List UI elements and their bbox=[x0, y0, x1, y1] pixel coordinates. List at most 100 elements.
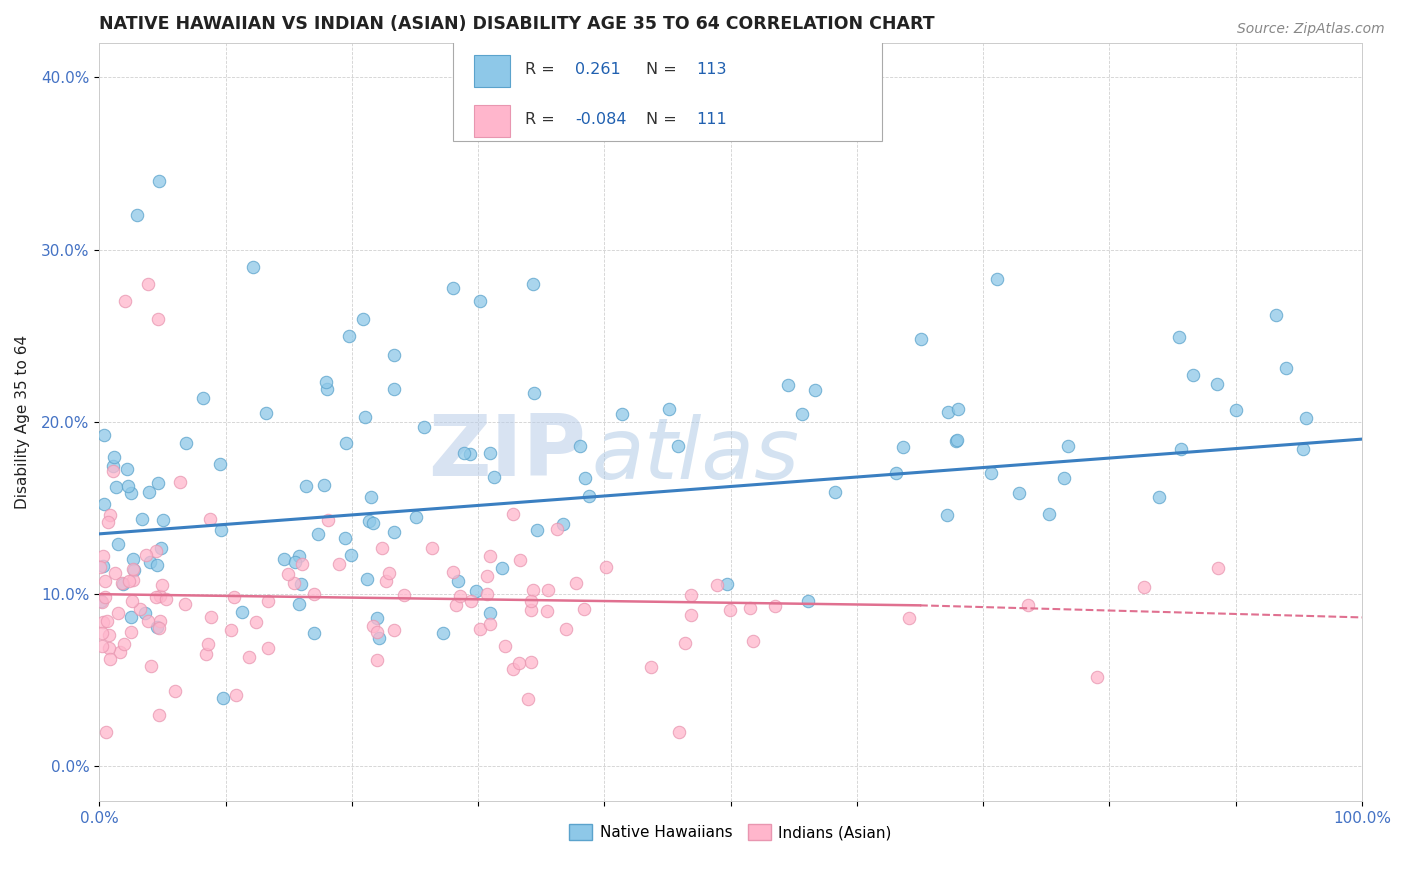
Point bbox=[1295, 410, 1317, 425]
Point bbox=[222, 590, 245, 604]
Point bbox=[291, 557, 314, 571]
Text: R =: R = bbox=[524, 62, 560, 78]
Point bbox=[315, 375, 337, 389]
Point bbox=[219, 623, 242, 637]
Point bbox=[910, 332, 932, 346]
Point bbox=[716, 576, 738, 591]
Point bbox=[94, 591, 117, 605]
Point bbox=[776, 378, 799, 392]
Point bbox=[273, 552, 295, 566]
Text: N =: N = bbox=[647, 62, 682, 78]
Point bbox=[111, 576, 134, 591]
Point bbox=[127, 208, 149, 222]
Point bbox=[1206, 560, 1229, 574]
Point bbox=[792, 407, 814, 421]
Point bbox=[508, 656, 530, 670]
Point bbox=[494, 639, 516, 653]
Point bbox=[673, 636, 696, 650]
Point bbox=[148, 707, 170, 722]
Point bbox=[290, 577, 312, 591]
Point bbox=[105, 480, 128, 494]
Point bbox=[640, 660, 662, 674]
Point bbox=[107, 537, 129, 551]
Point bbox=[413, 420, 436, 434]
Point bbox=[145, 558, 167, 572]
Point bbox=[112, 637, 135, 651]
Point bbox=[891, 440, 914, 454]
Point bbox=[254, 406, 277, 420]
Text: 113: 113 bbox=[696, 62, 727, 78]
Point bbox=[945, 434, 967, 448]
Point bbox=[460, 594, 482, 608]
Point bbox=[374, 574, 396, 589]
Point bbox=[706, 578, 728, 592]
Point bbox=[578, 489, 600, 503]
Point bbox=[444, 598, 467, 612]
Point bbox=[98, 628, 121, 642]
Text: Source: ZipAtlas.com: Source: ZipAtlas.com bbox=[1237, 22, 1385, 37]
Point bbox=[333, 531, 356, 545]
Point bbox=[1265, 309, 1288, 323]
Text: atlas: atlas bbox=[592, 415, 800, 498]
Point bbox=[129, 601, 152, 615]
Point bbox=[441, 565, 464, 579]
Point bbox=[361, 618, 384, 632]
Point bbox=[340, 549, 363, 563]
Point bbox=[612, 407, 634, 421]
Point bbox=[797, 594, 820, 608]
Point bbox=[522, 277, 544, 291]
Point bbox=[546, 522, 568, 536]
Point bbox=[231, 606, 253, 620]
Point bbox=[139, 555, 162, 569]
Point bbox=[681, 607, 703, 622]
Point bbox=[193, 391, 215, 405]
Point bbox=[420, 541, 443, 556]
Point bbox=[1133, 580, 1156, 594]
Point bbox=[209, 523, 232, 537]
Point bbox=[209, 457, 232, 471]
Point bbox=[91, 615, 114, 630]
Point bbox=[666, 439, 689, 453]
Point bbox=[1017, 598, 1039, 612]
Point bbox=[335, 436, 357, 450]
Point bbox=[145, 620, 167, 634]
Point bbox=[90, 594, 112, 608]
Point bbox=[91, 626, 114, 640]
Point bbox=[121, 574, 143, 588]
Text: -0.084: -0.084 bbox=[575, 112, 627, 127]
Point bbox=[238, 650, 260, 665]
Point bbox=[136, 614, 159, 628]
Point bbox=[256, 640, 278, 655]
Point bbox=[91, 595, 114, 609]
Point bbox=[120, 610, 142, 624]
Point bbox=[134, 606, 156, 620]
Point bbox=[117, 479, 139, 493]
Point bbox=[242, 260, 264, 274]
Point bbox=[122, 562, 145, 576]
Point bbox=[1206, 377, 1229, 392]
Point bbox=[1275, 360, 1298, 375]
Point bbox=[93, 428, 115, 442]
Point bbox=[155, 591, 177, 606]
Point bbox=[366, 624, 388, 639]
Point bbox=[120, 624, 142, 639]
Point bbox=[935, 508, 957, 522]
Point bbox=[152, 578, 174, 592]
Point bbox=[555, 622, 578, 636]
Point bbox=[378, 566, 401, 580]
Point bbox=[1085, 670, 1108, 684]
Point bbox=[91, 639, 114, 653]
Point bbox=[134, 548, 156, 562]
Point bbox=[526, 524, 548, 538]
Point bbox=[295, 478, 318, 492]
Point bbox=[447, 574, 470, 588]
Point bbox=[314, 478, 336, 492]
Point bbox=[371, 541, 394, 555]
Point bbox=[1292, 442, 1315, 456]
Point bbox=[803, 384, 825, 398]
Point bbox=[595, 560, 617, 574]
Point bbox=[668, 725, 690, 739]
Point bbox=[174, 597, 197, 611]
Point bbox=[141, 658, 163, 673]
Text: 0.261: 0.261 bbox=[575, 62, 621, 78]
